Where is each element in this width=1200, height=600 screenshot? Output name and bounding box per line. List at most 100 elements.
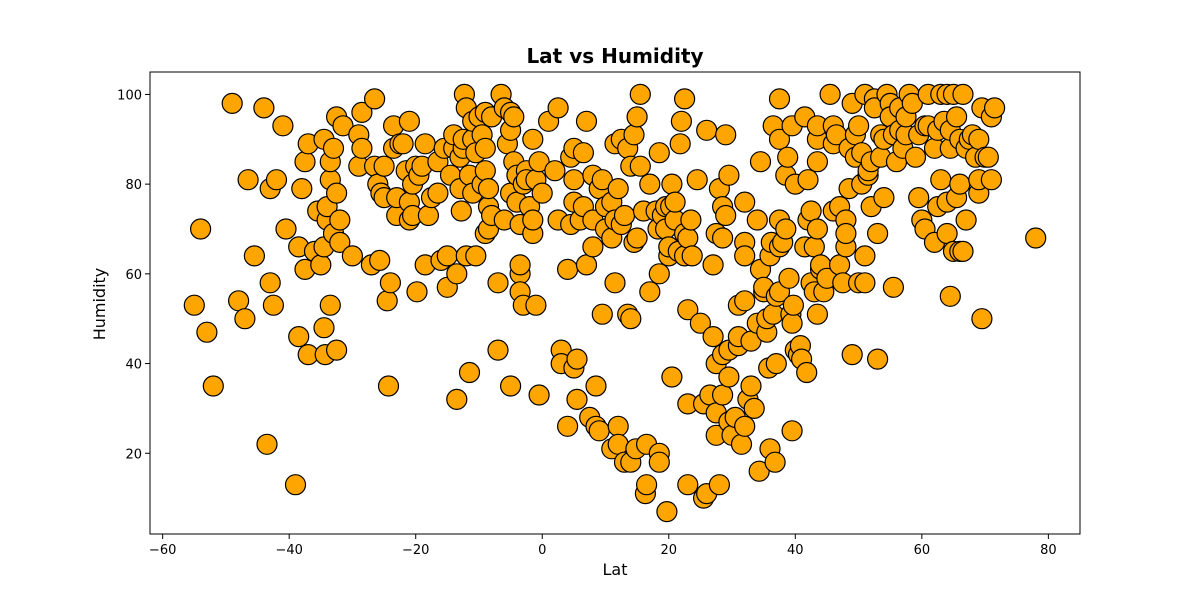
data-point bbox=[715, 204, 737, 227]
data-point bbox=[190, 218, 212, 240]
x-axis-ticks: −60 −40 −20 0 20 40 60 80 bbox=[149, 534, 1057, 558]
data-point bbox=[253, 97, 275, 119]
data-point bbox=[702, 254, 724, 276]
data-point bbox=[474, 160, 496, 182]
data-point bbox=[686, 169, 708, 191]
data-point bbox=[749, 151, 772, 173]
plot-frame bbox=[149, 71, 1081, 535]
data-point bbox=[522, 209, 544, 231]
data-point bbox=[556, 258, 579, 280]
data-point bbox=[414, 133, 436, 155]
data-point bbox=[183, 294, 205, 316]
data-point bbox=[949, 173, 971, 195]
data-point bbox=[427, 182, 449, 204]
data-point bbox=[607, 433, 629, 455]
data-point bbox=[648, 142, 670, 164]
data-point bbox=[288, 326, 310, 348]
data-point bbox=[681, 245, 703, 267]
y-tick-label: 20 bbox=[125, 447, 142, 462]
y-tick-label: 60 bbox=[125, 268, 142, 283]
data-point bbox=[607, 178, 629, 200]
data-point bbox=[613, 204, 636, 227]
data-point bbox=[291, 178, 313, 200]
data-point bbox=[639, 281, 661, 303]
data-point bbox=[718, 164, 740, 186]
data-point bbox=[376, 290, 398, 312]
data-point bbox=[234, 308, 256, 330]
data-point bbox=[332, 115, 354, 137]
data-point bbox=[509, 254, 531, 276]
data-point bbox=[635, 474, 658, 496]
scatter-points bbox=[183, 83, 1047, 523]
data-point bbox=[661, 173, 683, 195]
data-point bbox=[734, 191, 756, 213]
data-point bbox=[544, 160, 566, 182]
data-point bbox=[930, 169, 952, 191]
data-point bbox=[563, 169, 585, 191]
data-point bbox=[718, 366, 740, 388]
data-point bbox=[901, 92, 923, 115]
data-point bbox=[955, 209, 977, 231]
data-point bbox=[310, 254, 332, 276]
data-point bbox=[585, 375, 607, 397]
data-point bbox=[873, 187, 895, 209]
data-point bbox=[446, 388, 468, 410]
data-point bbox=[711, 227, 734, 249]
data-point bbox=[582, 236, 604, 258]
data-point bbox=[673, 88, 696, 110]
data-point bbox=[711, 384, 734, 406]
data-point bbox=[436, 245, 458, 267]
data-point bbox=[781, 312, 803, 334]
data-point bbox=[945, 106, 968, 128]
data-point bbox=[782, 294, 805, 316]
data-point bbox=[828, 254, 851, 276]
data-point bbox=[591, 169, 613, 191]
data-point bbox=[743, 397, 765, 419]
data-point bbox=[696, 119, 718, 141]
data-point bbox=[746, 209, 768, 231]
x-tick-label: −60 bbox=[149, 543, 176, 558]
data-point bbox=[392, 133, 414, 155]
data-point bbox=[275, 218, 297, 240]
data-point bbox=[1025, 227, 1047, 249]
data-point bbox=[677, 299, 699, 321]
data-point bbox=[326, 182, 348, 204]
data-point bbox=[670, 110, 693, 132]
data-point bbox=[734, 415, 756, 437]
data-point bbox=[329, 231, 351, 253]
data-point bbox=[648, 451, 670, 473]
data-point bbox=[525, 294, 547, 316]
data-point bbox=[715, 124, 737, 146]
y-axis-label: Humidity bbox=[90, 268, 109, 341]
data-point bbox=[522, 128, 544, 150]
data-point bbox=[326, 339, 348, 361]
data-point bbox=[748, 460, 770, 482]
data-point bbox=[847, 115, 870, 137]
data-point bbox=[740, 375, 762, 397]
data-point bbox=[556, 415, 579, 437]
data-point bbox=[528, 384, 550, 406]
data-point bbox=[904, 146, 927, 168]
data-point bbox=[604, 272, 626, 294]
data-point bbox=[797, 169, 819, 191]
data-point bbox=[708, 474, 731, 496]
data-point bbox=[364, 88, 386, 110]
data-point bbox=[968, 128, 990, 150]
y-axis-ticks: 20 40 60 80 100 bbox=[117, 88, 150, 462]
data-point bbox=[648, 263, 670, 285]
data-point bbox=[313, 317, 335, 339]
data-point bbox=[702, 326, 724, 348]
y-tick-label: 80 bbox=[125, 178, 142, 193]
data-point bbox=[734, 245, 756, 267]
data-point bbox=[971, 308, 993, 330]
data-point bbox=[575, 254, 598, 276]
data-point bbox=[351, 101, 373, 124]
x-tick-label: −40 bbox=[275, 543, 302, 558]
data-point bbox=[398, 110, 420, 132]
data-point bbox=[417, 204, 439, 227]
data-point bbox=[487, 272, 509, 294]
data-point bbox=[351, 137, 373, 159]
data-point bbox=[379, 272, 401, 294]
data-point bbox=[866, 222, 889, 245]
